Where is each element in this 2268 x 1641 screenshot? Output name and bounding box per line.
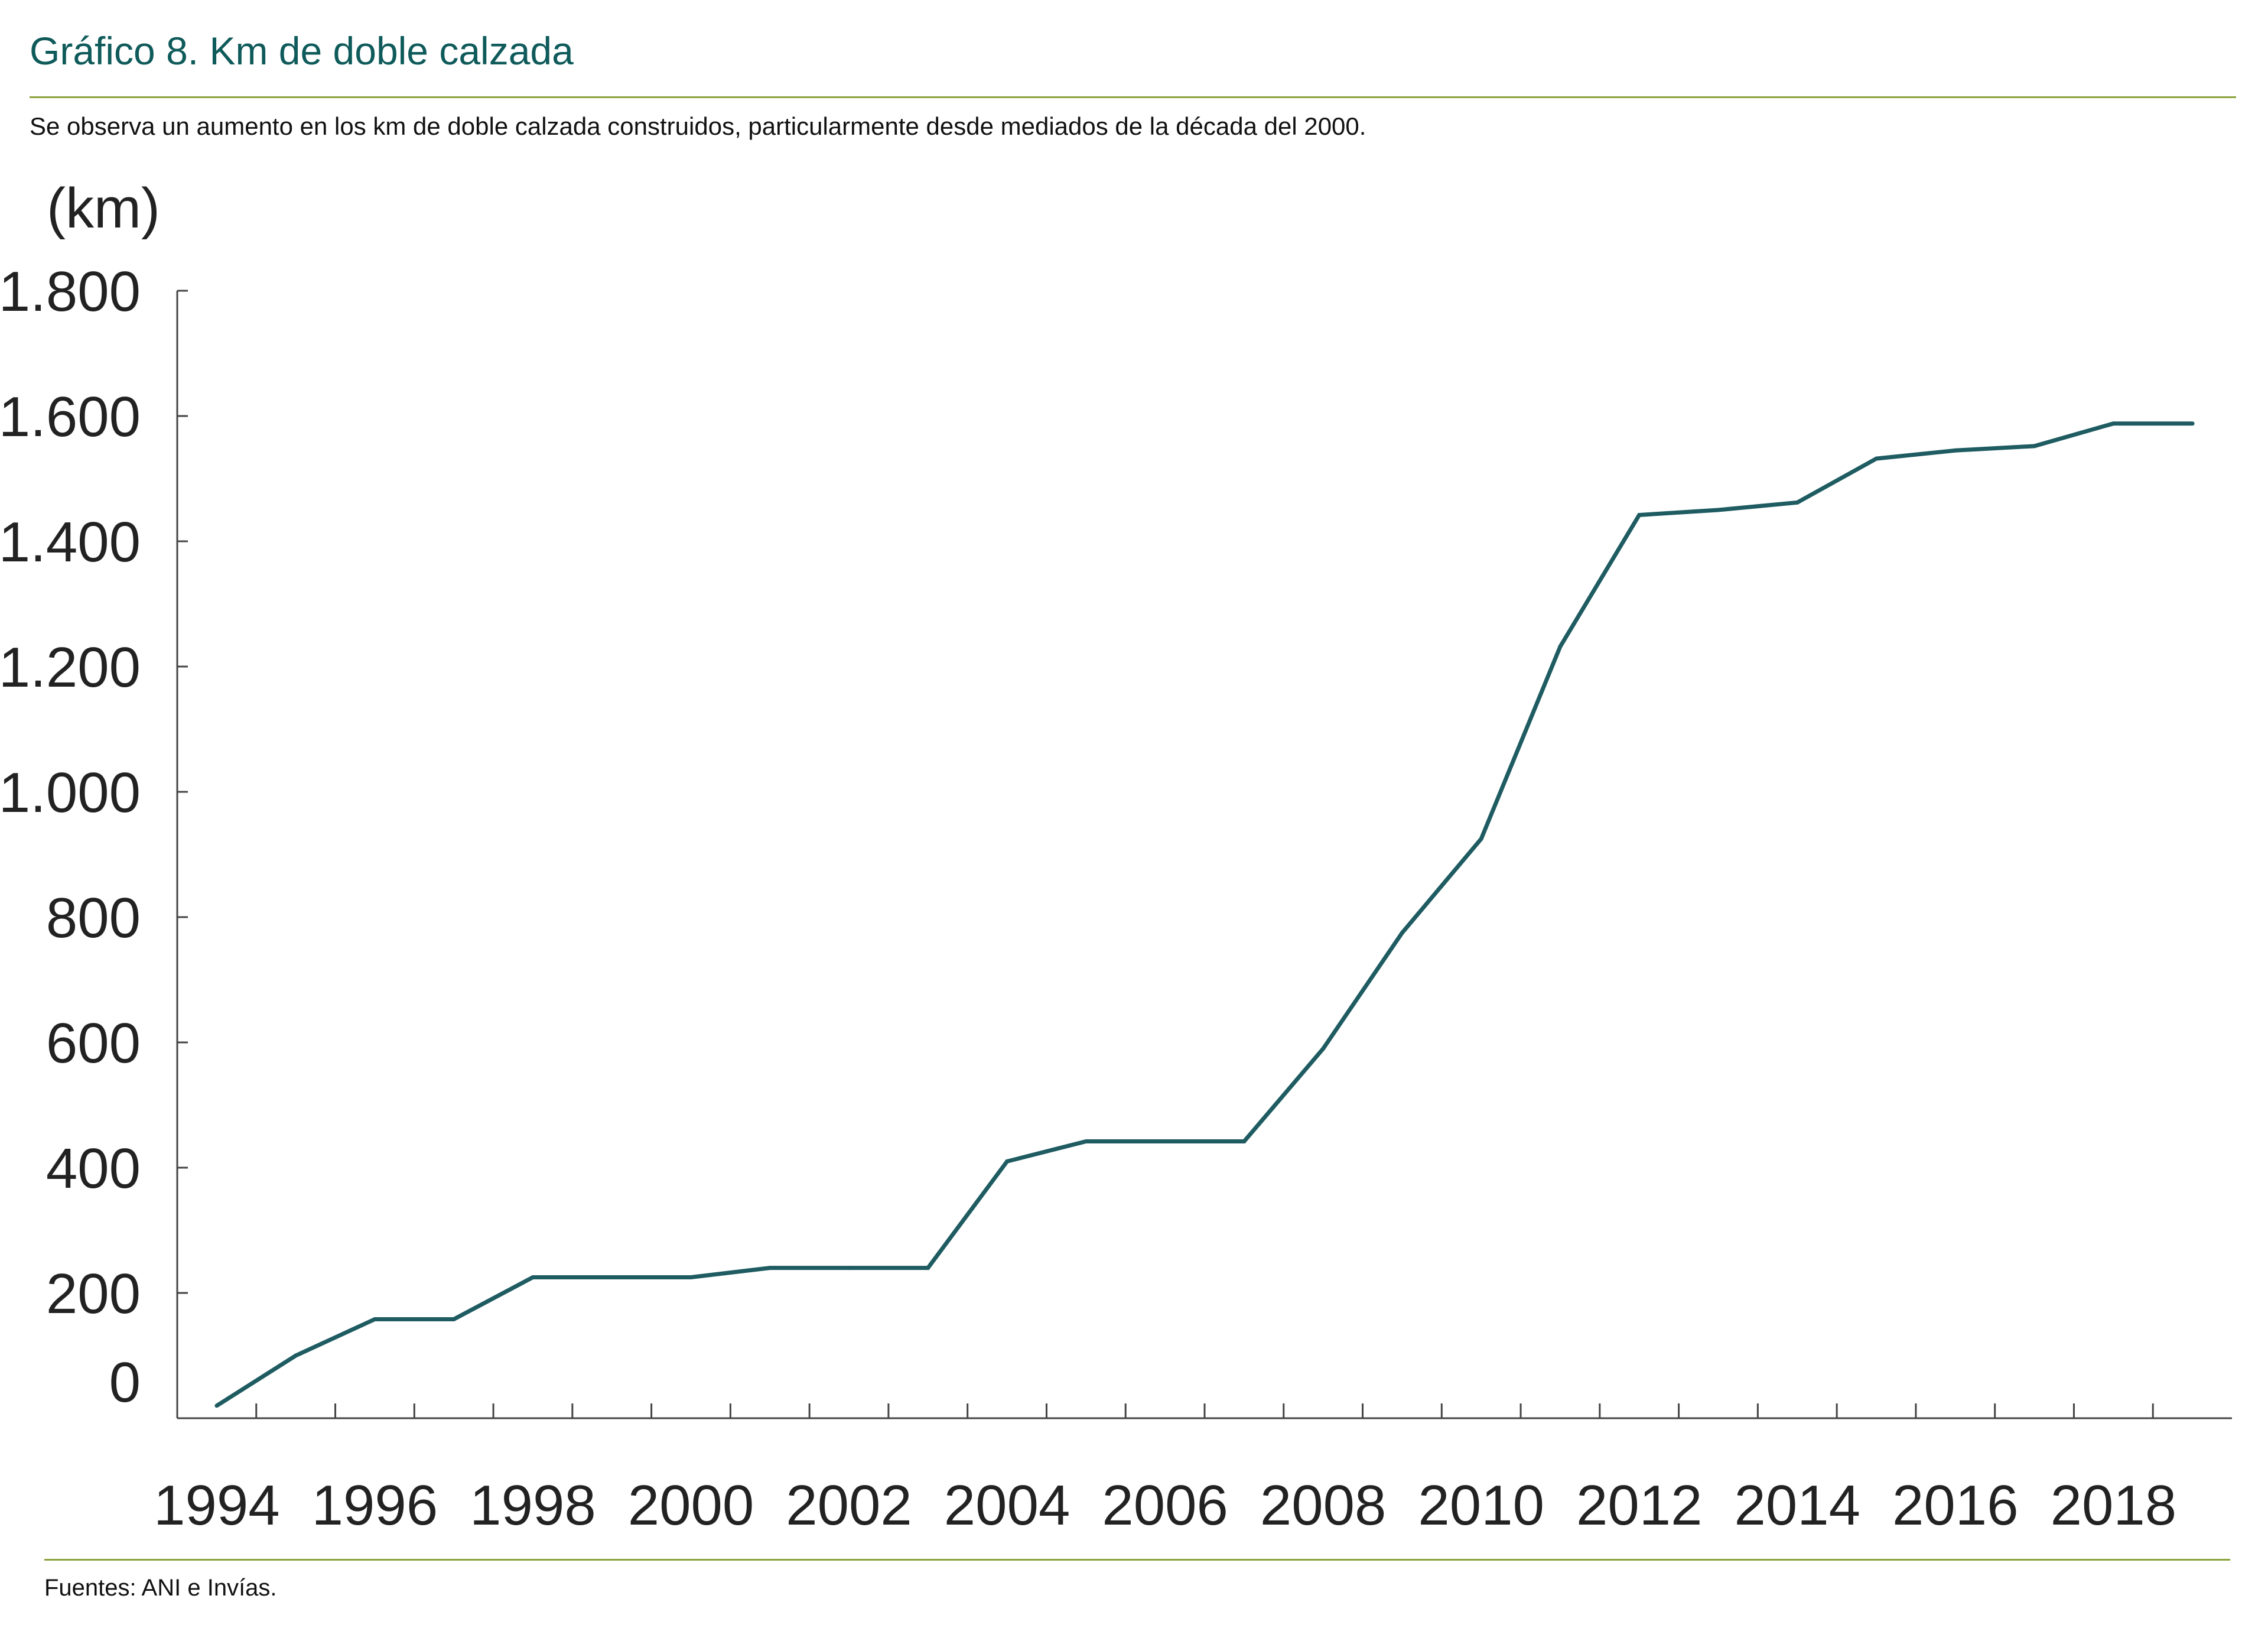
- y-tick-label: 0: [109, 1351, 141, 1414]
- data-point: [1558, 644, 1563, 649]
- data-point: [1874, 456, 1879, 461]
- y-axis-ticks: 0 200 400 600 800 1.000 1.200 1.400 1.600 1.800: [0, 260, 188, 1414]
- data-point: [1400, 931, 1404, 935]
- x-tick-label: 2012: [1576, 1474, 1703, 1537]
- top-divider: [30, 96, 2236, 98]
- data-point: [1479, 837, 1483, 841]
- source-note: Fuentes: ANI e Invías.: [44, 1575, 277, 1601]
- data-point: [2111, 421, 2116, 426]
- data-point: [1637, 512, 1642, 517]
- data-point: [689, 1275, 693, 1279]
- x-tick-label: 1994: [154, 1474, 280, 1537]
- data-point: [1083, 1139, 1088, 1143]
- data-point: [372, 1317, 377, 1322]
- x-tick-label: 2016: [1892, 1474, 2019, 1537]
- y-tick-label: 1.600: [0, 385, 141, 449]
- x-tick-label: 2014: [1734, 1474, 1860, 1537]
- data-point: [610, 1275, 614, 1279]
- y-tick-label: 600: [46, 1012, 141, 1075]
- data-point: [531, 1275, 535, 1279]
- x-tick-label: 2000: [628, 1474, 754, 1537]
- y-tick-label: 1.800: [0, 260, 141, 323]
- y-tick-label: 1.400: [0, 511, 141, 574]
- chart-subtitle: Se observa un aumento en los km de doble…: [30, 112, 1366, 140]
- x-tick-label: 2010: [1418, 1474, 1544, 1537]
- x-tick-label: 2006: [1102, 1474, 1228, 1537]
- x-tick-label: 1996: [312, 1474, 438, 1537]
- x-tick-label: 2008: [1260, 1474, 1387, 1537]
- x-axis-ticks: 1994 1996 1998 2000 2002 2004 2006 2008 2010 2012…: [154, 1403, 2176, 1537]
- chart-title: Gráfico 8. Km de doble calzada: [30, 29, 574, 73]
- series-group: [214, 421, 2195, 1408]
- data-point: [926, 1266, 930, 1270]
- data-point: [767, 1266, 772, 1270]
- y-tick-label: 400: [46, 1137, 141, 1200]
- data-point: [1242, 1139, 1247, 1143]
- y-tick-label: 1.000: [0, 761, 141, 824]
- data-point: [2032, 444, 2037, 449]
- data-point: [294, 1353, 298, 1358]
- data-point: [1321, 1047, 1326, 1051]
- data-point: [2190, 421, 2195, 426]
- y-tick-label: 1.200: [0, 636, 141, 699]
- data-point: [214, 1403, 219, 1408]
- series-line: [216, 421, 2193, 1408]
- x-tick-label: 1998: [470, 1474, 596, 1537]
- y-axis-label: (km): [47, 177, 160, 240]
- x-tick-label: 2004: [944, 1474, 1070, 1537]
- data-point: [1163, 1139, 1167, 1143]
- x-tick-label: 2018: [2051, 1474, 2177, 1537]
- data-point: [1716, 508, 1720, 512]
- bottom-divider: [44, 1559, 2230, 1561]
- data-point: [1795, 500, 1800, 505]
- data-point: [1005, 1159, 1010, 1164]
- data-point: [847, 1266, 851, 1270]
- data-point: [451, 1317, 456, 1322]
- data-point: [1953, 448, 1958, 453]
- y-tick-label: 200: [46, 1262, 141, 1325]
- x-tick-label: 2002: [786, 1474, 912, 1537]
- y-tick-label: 800: [46, 886, 141, 950]
